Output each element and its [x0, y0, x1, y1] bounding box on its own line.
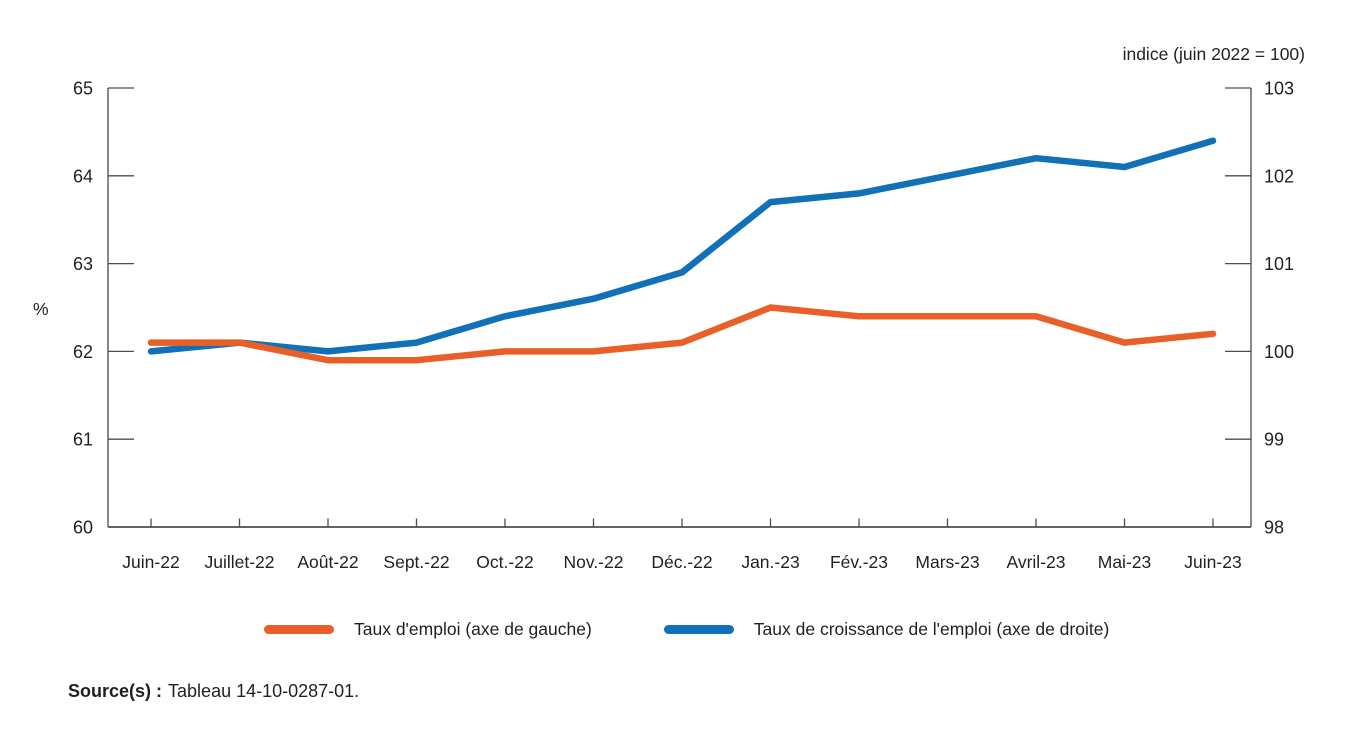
x-tick-label: Oct.-22: [476, 552, 533, 572]
right-tick-label: 103: [1264, 79, 1294, 99]
left-tick-label: 62: [73, 342, 93, 362]
x-tick-label: Mars-23: [915, 552, 979, 572]
legend-item-taux-emploi: Taux d'emploi (axe de gauche): [264, 619, 592, 640]
left-tick-label: 63: [73, 254, 93, 274]
x-tick-label: Juin-23: [1184, 552, 1241, 572]
x-tick-label: Sept.-22: [383, 552, 449, 572]
right-tick-label: 102: [1264, 166, 1294, 186]
x-tick-label: Août-22: [297, 552, 358, 572]
legend-item-taux-croissance: Taux de croissance de l'emploi (axe de d…: [663, 618, 1110, 640]
source-note: Source(s) : Tableau 14-10-0287-01.: [68, 681, 359, 702]
right-axis-unit-label: indice (juin 2022 = 100): [1122, 44, 1305, 64]
series-line-taux-croissance: [147, 137, 1217, 355]
right-tick-label: 98: [1264, 518, 1284, 538]
source-label: Source(s) :: [68, 681, 163, 701]
x-tick-label: Juin-22: [122, 552, 179, 572]
left-tick-label: 60: [73, 518, 93, 538]
legend-swatch-orange: [264, 624, 334, 634]
x-tick-label: Fév.-23: [830, 552, 888, 572]
legend-label-taux-croissance: Taux de croissance de l'emploi (axe de d…: [753, 618, 1110, 639]
right-tick-label: 100: [1264, 342, 1294, 362]
chart-legend: Taux d'emploi (axe de gauche) Taux de cr…: [264, 614, 1109, 644]
x-tick-label: Nov.-22: [564, 552, 624, 572]
series-line-taux-emploi: [147, 304, 1217, 364]
x-tick-label: Avril-23: [1006, 552, 1065, 572]
source-text: Tableau 14-10-0287-01.: [168, 681, 360, 701]
right-tick-label: 99: [1264, 430, 1284, 450]
legend-label-taux-emploi: Taux d'emploi (axe de gauche): [354, 618, 592, 639]
right-tick-label: 101: [1264, 254, 1294, 274]
x-tick-label: Déc.-22: [651, 552, 712, 572]
x-tick-label: Jan.-23: [741, 552, 799, 572]
left-axis-unit-label: %: [33, 299, 49, 319]
x-tick-label: Juillet-22: [204, 552, 274, 572]
left-tick-label: 64: [73, 166, 93, 186]
left-tick-label: 61: [73, 430, 93, 450]
left-tick-label: 65: [73, 79, 93, 99]
x-tick-label: Mai-23: [1098, 552, 1152, 572]
legend-swatch-blue: [663, 624, 734, 634]
